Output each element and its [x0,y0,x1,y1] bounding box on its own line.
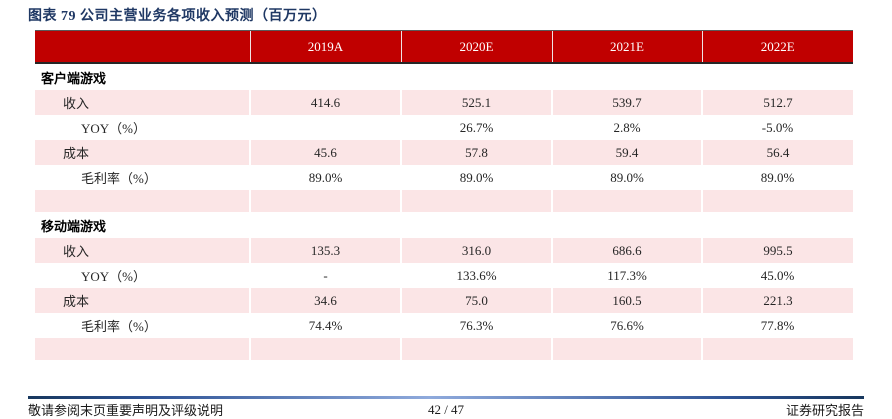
value-cell: 89.0% [760,169,795,185]
metric-label: 成本 [35,140,250,165]
year-column-header: 2020E [400,30,552,64]
value-cell: 221.3 [701,288,853,313]
metric-label: YOY（%） [81,121,146,136]
footer-divider [28,396,864,399]
year-column-header: 2021E [551,30,702,64]
value-cell: 45.6 [249,140,401,165]
table-row-revenue: 收入 135.3 316.0 686.6 995.5 [35,238,853,263]
figure-title: 图表 79 公司主营业务各项收入预测（百万元） [28,9,327,24]
page-number: 42 / 47 [427,401,465,417]
table-row-yoy: YOY（%） 26.7% 2.8% -5.0% [35,115,853,140]
table-row-gross-margin: 毛利率（%） 89.0% 89.0% 89.0% 89.0% [35,165,853,190]
table-row-cost: 成本 45.6 57.8 59.4 56.4 [35,140,853,165]
value-cell: 76.3% [459,317,494,333]
value-cell: 89.0% [308,169,343,185]
value-cell: 26.7% [459,119,494,135]
value-cell: 2.8% [613,119,641,135]
section-row-client-games: 客户端游戏 [35,63,853,90]
value-cell: 76.6% [610,317,644,333]
value-cell: -5.0% [761,119,794,135]
value-cell: 686.6 [551,238,702,263]
metric-label: 收入 [35,238,250,263]
table-row-revenue: 收入 414.6 525.1 539.7 512.7 [35,90,853,115]
table-row-yoy: YOY（%） - 133.6% 117.3% 45.0% [35,263,853,288]
value-cell: 539.7 [551,90,702,115]
metric-column-header [35,30,250,64]
table-row-cost: 成本 34.6 75.0 160.5 221.3 [35,288,853,313]
section-row-mobile-games: 移动端游戏 [35,212,853,238]
value-cell: 34.6 [249,288,401,313]
table-header-row: 2019A 2020E 2021E 2022E [35,30,853,64]
value-cell: 512.7 [701,90,853,115]
value-cell: 160.5 [551,288,702,313]
metric-label: YOY（%） [81,269,146,284]
value-cell: 89.0% [459,169,494,185]
metric-label: 毛利率（%） [81,171,157,186]
footer-disclaimer: 敬请参阅末页重要声明及评级说明 [28,403,224,418]
value-cell: 89.0% [610,169,644,185]
revenue-forecast-table: 2019A 2020E 2021E 2022E 客户端游戏 收入 414.6 5… [35,30,853,360]
spacer-row [35,338,853,360]
value-cell: 414.6 [249,90,401,115]
value-cell: 135.3 [249,238,401,263]
value-cell: 77.8% [760,317,795,333]
value-cell: 45.0% [760,267,795,283]
value-cell: 525.1 [400,90,552,115]
year-column-header: 2022E [701,30,853,64]
value-cell: 133.6% [456,267,497,283]
spacer-row [35,190,853,212]
value-cell: 995.5 [701,238,853,263]
year-column-header: 2019A [249,30,401,64]
value-cell: 59.4 [551,140,702,165]
metric-label: 毛利率（%） [81,319,157,334]
value-cell [250,115,401,140]
value-cell: 57.8 [400,140,552,165]
value-cell: 56.4 [701,140,853,165]
value-cell: 74.4% [308,317,343,333]
page-footer: 敬请参阅末页重要声明及评级说明 42 / 47 证券研究报告 [28,401,864,419]
metric-label: 成本 [35,288,250,313]
value-cell: 316.0 [400,238,552,263]
section-label: 移动端游戏 [41,218,107,234]
table-row-gross-margin: 毛利率（%） 74.4% 76.3% 76.6% 77.8% [35,313,853,338]
value-cell: - [323,267,328,283]
value-cell: 117.3% [607,267,647,283]
metric-label: 收入 [35,90,250,115]
section-label: 客户端游戏 [41,70,107,86]
report-type-label: 证券研究报告 [785,403,864,418]
value-cell: 75.0 [400,288,552,313]
